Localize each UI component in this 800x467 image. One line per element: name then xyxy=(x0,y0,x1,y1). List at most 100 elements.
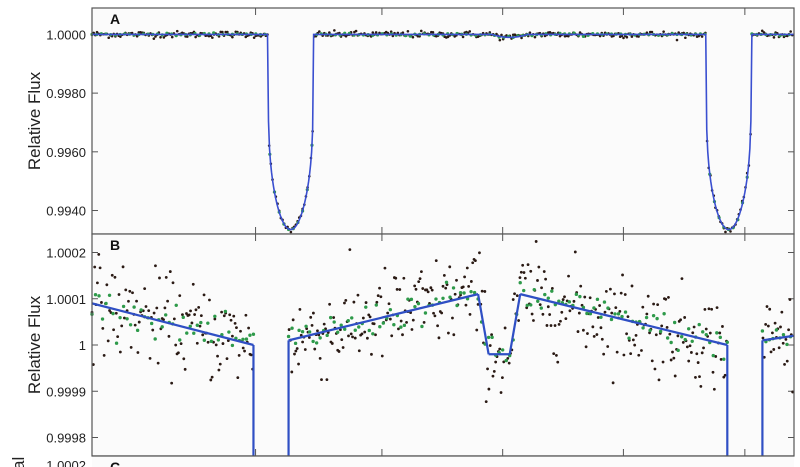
panel-b-data-point xyxy=(444,286,448,290)
panel-b-binned-point xyxy=(669,340,673,345)
panel-a-data-point xyxy=(152,37,156,40)
panel-b-data-point xyxy=(465,266,469,270)
panel-b-binned-point xyxy=(469,289,473,294)
panel-a-y-tick-labels: 1.0000 0.9980 0.9960 0.9940 xyxy=(46,27,86,218)
panel-b: B 1.0002 1.0001 1 0.9999 0.9998 Relative Flu… xyxy=(25,233,795,457)
panel-b-binned-point xyxy=(490,335,494,340)
panel-b-binned-point xyxy=(297,328,301,333)
panel-b-data-point xyxy=(320,378,323,382)
panel-b-data-point xyxy=(766,324,770,328)
panel-b-data-point xyxy=(106,339,110,343)
panel-b-data-point xyxy=(316,329,319,333)
panel-b-data-point xyxy=(503,326,507,330)
panel-b-binned-point xyxy=(518,281,522,285)
panel-b-binned-point xyxy=(367,328,371,333)
panel-b-binned-point xyxy=(399,325,403,329)
panel-b-data-point xyxy=(102,353,106,357)
panel-c: C 1.0002 al xyxy=(9,455,794,467)
panel-a-data-point xyxy=(344,34,348,38)
panel-b-data-point xyxy=(375,300,379,304)
panel-b-data-point xyxy=(513,292,516,296)
panel-b-binned-point xyxy=(704,332,708,337)
panel-a-model-curve xyxy=(92,33,794,231)
panel-b-data-point xyxy=(417,280,421,284)
panel-b-data-point xyxy=(544,277,547,281)
panel-a-data-point xyxy=(371,31,375,34)
panel-b-data-point xyxy=(629,352,633,356)
panel-c-y-axis-label: al xyxy=(9,457,28,467)
panel-a-data-point xyxy=(175,29,179,33)
panel-b-data-point xyxy=(114,311,118,315)
panel-a-data-point xyxy=(328,31,331,34)
panel-b-binned-point xyxy=(423,311,428,315)
panel-b-data-point xyxy=(656,303,660,307)
panel-b-data-point xyxy=(194,308,198,312)
panel-b-model-segment xyxy=(508,293,522,355)
panel-b-data-point xyxy=(501,376,504,380)
panel-b-binned-point xyxy=(658,329,663,334)
panel-b-data-point xyxy=(398,288,402,291)
panel-b-binned-point xyxy=(332,320,336,324)
panel-b-data-point xyxy=(411,318,415,322)
panel-b-data-point xyxy=(553,324,557,327)
panel-b-data-point xyxy=(221,342,225,345)
panel-b-data-point xyxy=(592,335,596,338)
panel-a-data-point xyxy=(231,35,234,39)
panel-b-data-point xyxy=(668,332,672,336)
panel-a-data-point xyxy=(170,35,174,39)
panel-b-binned-point xyxy=(785,342,789,347)
panel-b-data-point xyxy=(116,335,120,339)
panel-b-data-point xyxy=(378,286,381,290)
panel-a-data-point xyxy=(406,29,410,33)
panel-b-data-point xyxy=(536,279,539,282)
panel-b-data-point xyxy=(657,378,661,382)
panel-b-data-point xyxy=(437,336,441,340)
panel-b-data-point xyxy=(190,321,194,325)
panel-b-binned-point xyxy=(381,321,386,325)
panel-b-data-point xyxy=(634,334,638,337)
panel-b-data-point xyxy=(206,340,210,344)
panel-b-binned-point xyxy=(711,353,715,358)
panel-a-data-point xyxy=(567,34,570,38)
panel-a-data-point xyxy=(789,30,792,33)
panel-b-data-point xyxy=(96,281,99,285)
panel-b-binned-point xyxy=(662,312,666,316)
panel-b-data-point xyxy=(588,296,592,300)
panel-b-binned-point xyxy=(458,291,463,295)
panel-b-binned-point xyxy=(602,300,607,304)
panel-b-binned-point xyxy=(135,328,140,333)
panel-b-data-point xyxy=(688,344,692,348)
panel-b-binned-point xyxy=(500,348,505,352)
panel-b-data-point xyxy=(633,343,637,347)
panel-b-data-point xyxy=(645,312,649,316)
panel-a-data-point xyxy=(461,35,465,39)
panel-b-data-point xyxy=(549,324,553,327)
panel-b-binned-point xyxy=(504,358,508,363)
panel-b-binned-point xyxy=(616,312,621,316)
panel-b-data-point xyxy=(420,270,423,273)
panel-b-binned-point xyxy=(188,324,192,328)
panel-b-data-point xyxy=(723,373,727,377)
panel-c-background xyxy=(92,456,794,467)
panel-b-data-point xyxy=(478,251,481,255)
panel-b-data-point xyxy=(491,374,495,378)
panel-b-data-point xyxy=(572,299,576,303)
panel-b-data-point xyxy=(602,352,606,356)
panel-b-data-point xyxy=(217,368,221,372)
panel-b-data-point xyxy=(201,333,205,337)
panel-b-binned-point xyxy=(546,296,550,300)
panel-b-data-point xyxy=(307,336,311,339)
panel-b-data-point xyxy=(762,355,766,359)
panel-b-data-point xyxy=(568,309,572,313)
panel-b-data-point xyxy=(436,324,439,328)
panel-b-data-point xyxy=(322,322,326,326)
panel-b-binned-point xyxy=(525,303,529,308)
panel-b-binned-point xyxy=(655,316,659,321)
panel-a-data-point xyxy=(662,30,665,33)
panel-b-binned-point xyxy=(687,327,691,331)
panel-b-data-point xyxy=(133,323,137,327)
panel-b-data-point xyxy=(700,351,704,355)
panel-b-data-point xyxy=(548,313,552,316)
panel-a-data-point xyxy=(724,230,727,234)
panel-a-data-point xyxy=(221,30,224,34)
